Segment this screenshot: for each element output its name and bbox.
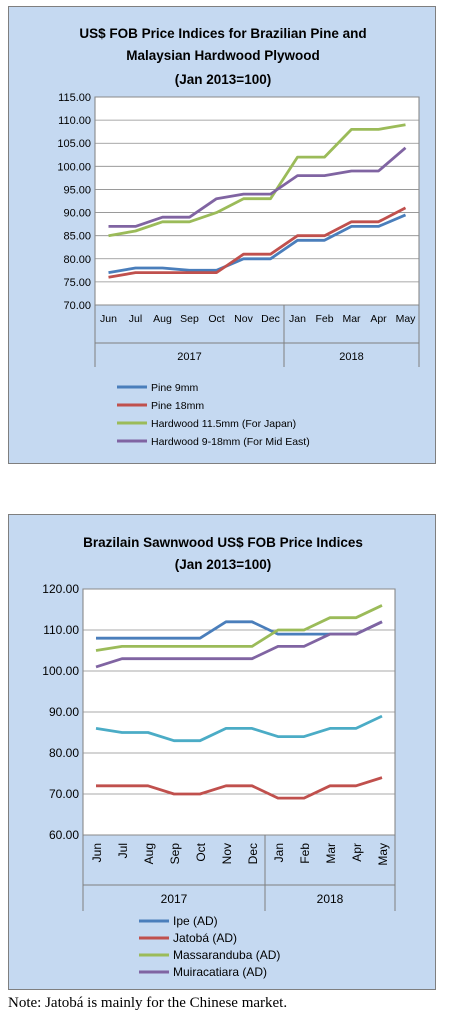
- x-tick-label: Jan: [272, 843, 286, 862]
- legend-entry: Jatobá (AD): [173, 931, 237, 945]
- series-line-1: [96, 776, 383, 800]
- series-line-2: [95, 604, 383, 652]
- y-tick-label: 115.00: [58, 92, 91, 104]
- plot-area: [94, 96, 420, 306]
- y-tick-label: 75.00: [63, 277, 91, 289]
- chart-title: US$ FOB Price Indices for Brazilian Pine…: [79, 26, 366, 41]
- series-line-4: [95, 714, 383, 743]
- x-tick-label: Sep: [168, 843, 182, 865]
- y-tick-label: 110.00: [58, 115, 91, 127]
- year-label: 2018: [317, 892, 344, 906]
- y-tick-label: 70.00: [49, 787, 79, 801]
- y-tick-label: 100.00: [57, 161, 91, 173]
- sawnwood-price-chart: Brazilain Sawnwood US$ FOB Price Indices…: [42, 535, 396, 979]
- year-label: 2018: [339, 351, 363, 363]
- series-line-3: [95, 620, 383, 669]
- year-label: 2017: [177, 351, 201, 363]
- x-tick-label: Dec: [261, 313, 280, 325]
- y-tick-label: 70.00: [63, 300, 91, 312]
- y-tick-label: 85.00: [63, 231, 91, 243]
- y-tick-label: 110.00: [43, 623, 79, 637]
- x-tick-label: Mar: [324, 843, 338, 864]
- footnote: Note: Jatobá is mainly for the Chinese m…: [8, 995, 288, 1011]
- x-tick-label: May: [376, 843, 390, 866]
- x-tick-label: Oct: [194, 842, 208, 861]
- y-tick-label: 60.00: [49, 828, 79, 842]
- y-tick-label: 90.00: [63, 208, 91, 220]
- y-tick-label: 120.00: [42, 582, 79, 596]
- legend-entry: Pine 18mm: [151, 400, 204, 412]
- y-tick-label: 95.00: [63, 184, 91, 196]
- x-tick-label: Jan: [289, 313, 306, 325]
- legend-entry: Massaranduba (AD): [173, 948, 280, 962]
- x-tick-label: Feb: [315, 313, 333, 325]
- x-tick-label: Oct: [208, 313, 224, 325]
- x-tick-label: Jun: [90, 843, 104, 862]
- sawnwood-chart-panel: Brazilain Sawnwood US$ FOB Price Indices…: [8, 514, 436, 990]
- x-tick-label: Jun: [100, 313, 117, 325]
- x-tick-label: Apr: [350, 843, 364, 862]
- x-tick-label: Aug: [142, 843, 156, 864]
- x-tick-label: Nov: [234, 313, 253, 325]
- series-line-1: [108, 206, 407, 279]
- plywood-price-chart: US$ FOB Price Indices for Brazilian Pine…: [57, 26, 420, 448]
- legend-entry: Muiracatiara (AD): [173, 965, 267, 979]
- x-tick-label: Feb: [298, 843, 312, 864]
- x-tick-label: Jul: [116, 843, 130, 858]
- plywood-chart-panel: US$ FOB Price Indices for Brazilian Pine…: [8, 6, 436, 464]
- y-tick-label: 80.00: [49, 746, 79, 760]
- y-tick-label: 90.00: [49, 705, 79, 719]
- y-tick-label: 80.00: [63, 254, 91, 266]
- x-tick-label: Dec: [246, 843, 260, 864]
- series-line-3: [108, 146, 407, 228]
- series-line-2: [108, 123, 406, 238]
- x-tick-label: Aug: [153, 313, 172, 325]
- legend-entry: Hardwood 11.5mm (For Japan): [151, 418, 296, 430]
- x-tick-label: Sep: [180, 313, 199, 325]
- chart-subtitle: Malaysian Hardwood Plywood: [126, 48, 320, 63]
- x-tick-label: Apr: [370, 313, 387, 325]
- legend-entry: Hardwood 9-18mm (For Mid East): [151, 436, 310, 448]
- y-tick-label: 100.00: [42, 664, 79, 678]
- legend-entry: Pine 9mm: [151, 382, 199, 394]
- legend-entry: Ipe (AD): [173, 914, 218, 928]
- chart-subtitle2: (Jan 2013=100): [175, 72, 271, 87]
- series-line-0: [108, 213, 407, 274]
- x-tick-label: Mar: [342, 313, 361, 325]
- chart-title: Brazilain Sawnwood US$ FOB Price Indices: [83, 535, 363, 550]
- y-tick-label: 105.00: [57, 138, 91, 150]
- x-tick-label: Jul: [129, 313, 142, 325]
- x-tick-label: Nov: [220, 843, 234, 864]
- x-tick-label: May: [396, 313, 417, 325]
- chart-subtitle: (Jan 2013=100): [175, 557, 271, 572]
- year-label: 2017: [161, 892, 188, 906]
